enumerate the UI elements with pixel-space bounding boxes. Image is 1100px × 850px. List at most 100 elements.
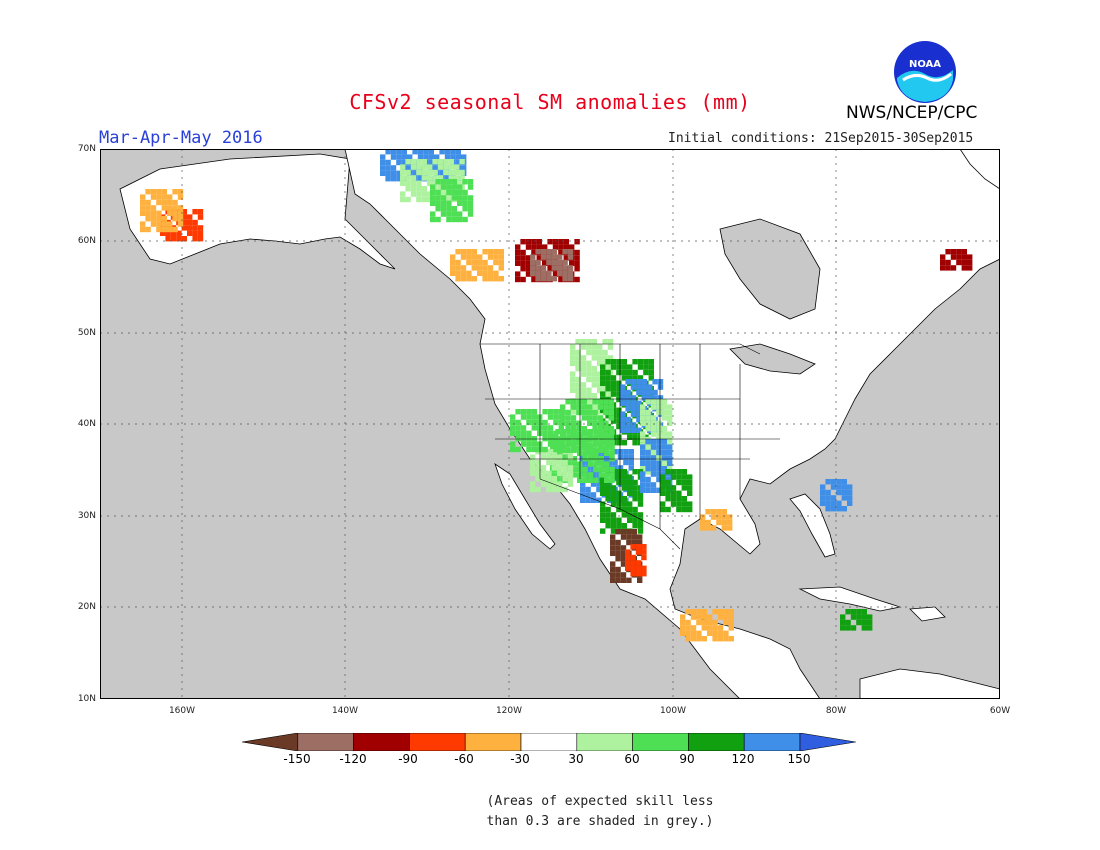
anomaly-cell <box>167 194 173 200</box>
anomaly-cell <box>434 165 440 171</box>
anomaly-cell <box>598 434 604 440</box>
anomaly-cell <box>597 355 603 361</box>
anomaly-cell <box>670 485 677 491</box>
anomaly-cell <box>576 426 582 432</box>
anomaly-cell <box>712 619 718 626</box>
anomaly-cell <box>560 436 566 443</box>
anomaly-cell <box>167 221 173 227</box>
anomaly-cell <box>641 389 647 396</box>
anomaly-cell <box>616 496 622 502</box>
anomaly-cell <box>610 577 616 583</box>
anomaly-cell <box>557 465 563 471</box>
anomaly-cell <box>637 364 644 370</box>
anomaly-cell <box>565 399 571 405</box>
anomaly-cell <box>605 517 611 523</box>
anomaly-cell <box>597 447 604 453</box>
anomaly-cell <box>385 165 391 171</box>
anomaly-cell <box>610 545 616 551</box>
anomaly-cell <box>428 154 434 160</box>
anomaly-cell <box>608 426 614 432</box>
anomaly-cell <box>531 249 537 256</box>
anomaly-cell <box>637 496 644 502</box>
anomaly-cell <box>557 254 563 260</box>
anomaly-cell <box>685 630 691 636</box>
anomaly-cell <box>592 426 598 432</box>
anomaly-cell <box>454 169 460 176</box>
anomaly-cell <box>530 465 536 471</box>
anomaly-cell <box>650 439 657 445</box>
anomaly-cell <box>156 210 162 216</box>
anomaly-cell <box>412 170 418 176</box>
anomaly-cell <box>600 528 606 534</box>
anomaly-cell <box>956 259 962 266</box>
anomaly-cell <box>181 219 187 226</box>
anomaly-cell <box>591 355 597 361</box>
anomaly-cell <box>140 199 146 206</box>
anomaly-cell <box>625 427 631 433</box>
anomaly-cell <box>410 180 417 186</box>
anomaly-cell <box>667 476 673 483</box>
anomaly-cell <box>181 236 187 242</box>
anomaly-cell <box>446 200 452 206</box>
anomaly-cell <box>707 625 713 631</box>
anomaly-cell <box>637 577 643 583</box>
anomaly-cell <box>412 149 418 155</box>
anomaly-cell <box>471 254 477 260</box>
anomaly-cell <box>610 496 617 502</box>
anomaly-cell <box>717 609 724 615</box>
anomaly-cell <box>625 395 631 401</box>
anomaly-cell <box>600 407 606 413</box>
anomaly-cell <box>400 175 406 181</box>
anomaly-cell <box>570 387 576 393</box>
anomaly-cell <box>181 225 187 231</box>
anomaly-cell <box>172 189 178 195</box>
anomaly-cell <box>615 577 621 583</box>
anomaly-cell <box>636 427 642 433</box>
anomaly-cell <box>670 469 677 475</box>
anomaly-cell <box>632 359 638 365</box>
anomaly-cell <box>640 420 646 426</box>
anomaly-cell <box>635 544 642 550</box>
anomaly-cell <box>625 554 631 561</box>
anomaly-cell <box>585 465 591 471</box>
anomaly-cell <box>635 571 642 577</box>
anomaly-cell <box>515 244 521 250</box>
anomaly-cell <box>605 369 611 376</box>
anomaly-cell <box>620 577 627 583</box>
anomaly-cell <box>640 431 646 437</box>
anomaly-cell <box>602 349 608 356</box>
anomaly-cell <box>667 415 673 421</box>
anomaly-cell <box>546 249 552 255</box>
anomaly-cell <box>696 609 702 615</box>
anomaly-cell <box>597 442 604 448</box>
anomaly-cell <box>530 481 536 487</box>
anomaly-cell <box>587 436 593 443</box>
anomaly-cell <box>550 472 556 478</box>
anomaly-cell <box>630 571 636 577</box>
anomaly-cell <box>670 474 677 480</box>
anomaly-cell <box>596 476 602 482</box>
anomaly-cell <box>967 254 973 260</box>
anomaly-cell <box>627 364 633 370</box>
anomaly-cell <box>546 470 552 476</box>
anomaly-cell <box>540 270 547 276</box>
anomaly-cell <box>847 495 853 501</box>
anomaly-cell <box>641 571 647 577</box>
anomaly-cell <box>620 529 627 535</box>
anomaly-cell <box>600 485 606 491</box>
anomaly-map <box>100 149 1000 699</box>
anomaly-cell <box>547 239 553 245</box>
anomaly-cell <box>592 415 598 421</box>
anomaly-cell <box>192 225 198 231</box>
anomaly-cell <box>546 449 552 455</box>
anomaly-cell <box>580 339 587 345</box>
anomaly-cell <box>421 169 427 176</box>
colorbar-segment <box>743 733 801 751</box>
anomaly-cell <box>546 276 552 282</box>
anomaly-cell <box>430 195 436 201</box>
anomaly-cell <box>172 216 178 222</box>
anomaly-cell <box>446 211 452 217</box>
anomaly-cell <box>616 501 622 507</box>
anomaly-cell <box>967 259 973 266</box>
land-areas <box>119 149 1000 699</box>
